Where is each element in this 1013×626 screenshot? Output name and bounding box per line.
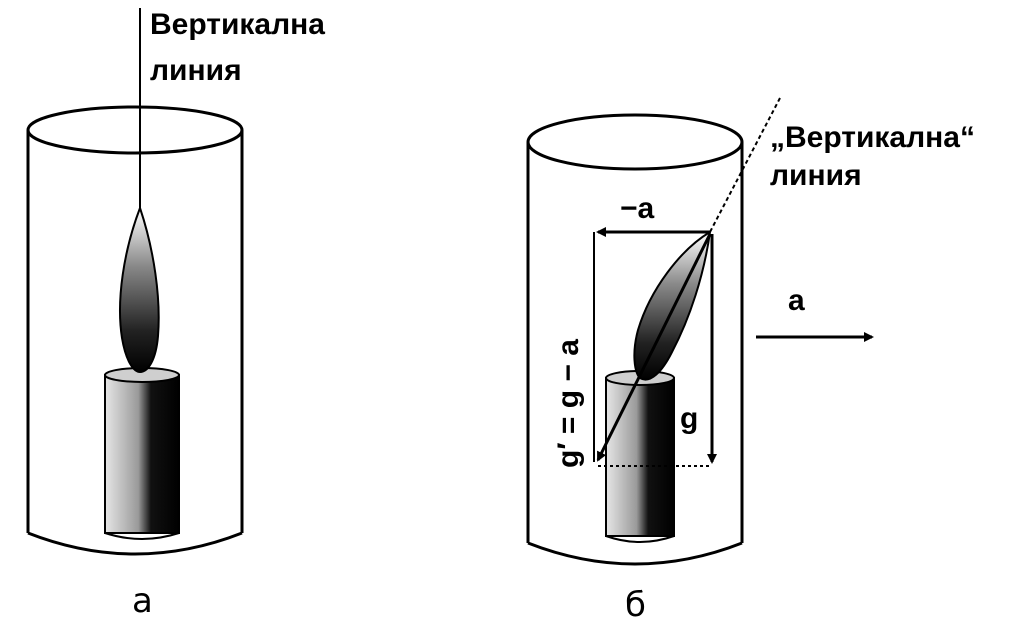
vertical-line-label-b-line2: линия [770, 159, 862, 192]
minus-a-label: −a [620, 192, 655, 225]
vertical-line-label-b: „Вертикална“ [770, 121, 975, 154]
panel-a: Вертикална линия а [26, 8, 325, 621]
g-prime-arrow [596, 233, 712, 462]
candle-a [104, 367, 180, 540]
jar-a [26, 105, 244, 556]
a-label: a [788, 284, 805, 317]
panel-b: „Вертикална“ линия −a a g g′ = g − a б [526, 97, 975, 625]
g-label: g [680, 402, 698, 435]
candle-b [605, 370, 675, 543]
vertical-line-label-a: Вертикална [150, 8, 325, 41]
caption-a: а [132, 581, 153, 621]
flame-a [119, 205, 160, 374]
vertical-line-label-a-line2: линия [150, 54, 242, 87]
caption-b: б [625, 585, 646, 625]
jar-b [526, 113, 744, 566]
g-prime-label: g′ = g − a [552, 339, 585, 468]
